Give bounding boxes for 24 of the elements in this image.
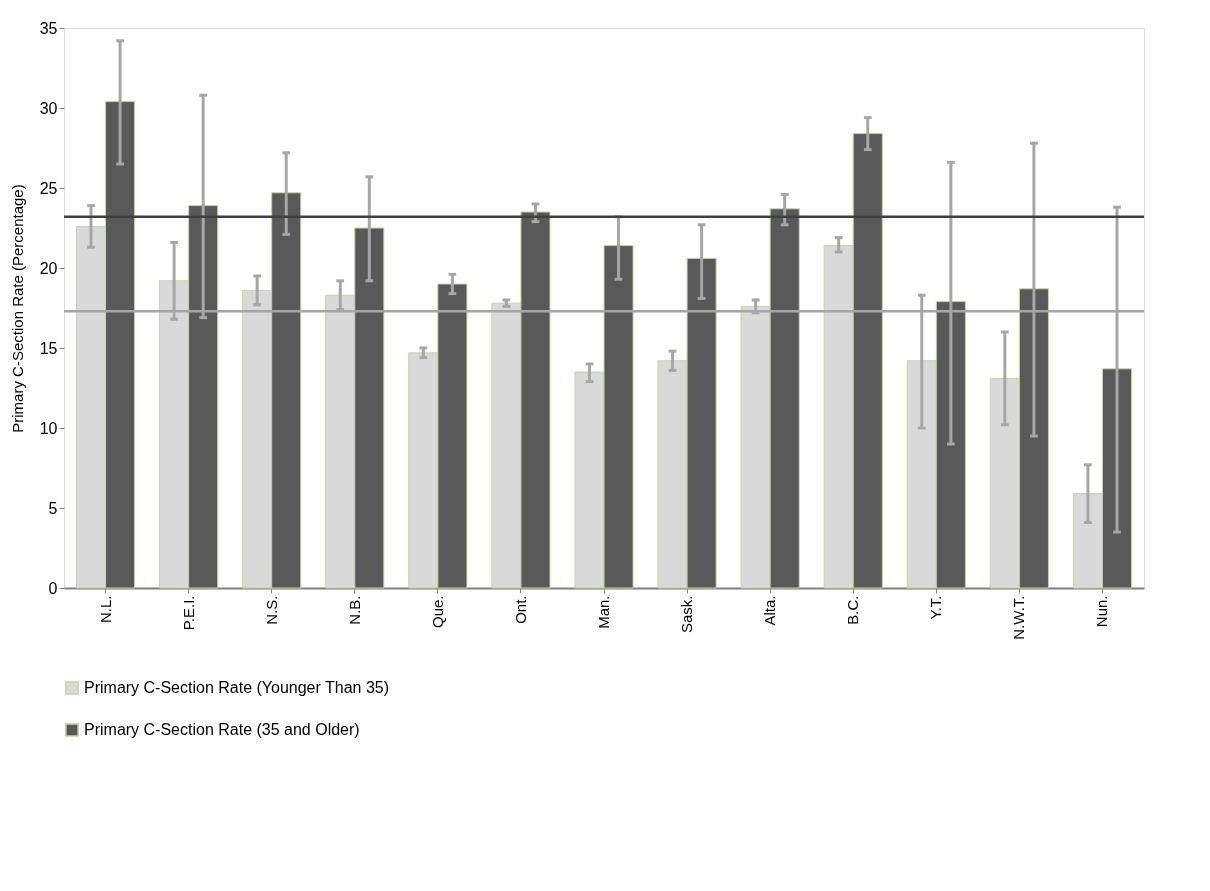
- legend-label: Primary C-Section Rate (Younger Than 35): [84, 679, 390, 696]
- x-tick-label: Man.: [595, 595, 612, 629]
- legend-label: Primary C-Section Rate (35 and Older): [84, 721, 360, 738]
- x-tick-label: N.S.: [262, 595, 280, 625]
- y-axis-title: Primary C-Section Rate (Percentage): [8, 184, 26, 433]
- x-tick-label: Que.: [428, 595, 446, 629]
- x-tick-label: Ont.: [511, 595, 529, 624]
- y-tick-label: 10: [39, 419, 58, 437]
- y-tick-label: 30: [39, 99, 58, 117]
- x-tick-label: N.W.T.: [1010, 595, 1028, 640]
- y-tick-label: 20: [39, 259, 58, 277]
- x-tick-label: B.C.: [844, 595, 862, 625]
- x-tick-label: Sask.: [678, 595, 696, 634]
- x-tick-label: P.E.I.: [179, 595, 197, 631]
- y-tick-label: 0: [48, 579, 58, 597]
- x-tick-label: Nun.: [1093, 595, 1111, 628]
- x-tick-label: Alta.: [761, 595, 779, 626]
- y-tick-label: 15: [39, 339, 58, 357]
- x-tick-label: N.L.: [96, 595, 114, 624]
- x-tick-label: N.B.: [345, 595, 363, 625]
- y-tick-label: 35: [39, 19, 58, 37]
- x-tick-label: Y.T.: [927, 595, 945, 620]
- y-tick-label: 5: [48, 499, 58, 517]
- y-tick-label: 25: [39, 179, 58, 197]
